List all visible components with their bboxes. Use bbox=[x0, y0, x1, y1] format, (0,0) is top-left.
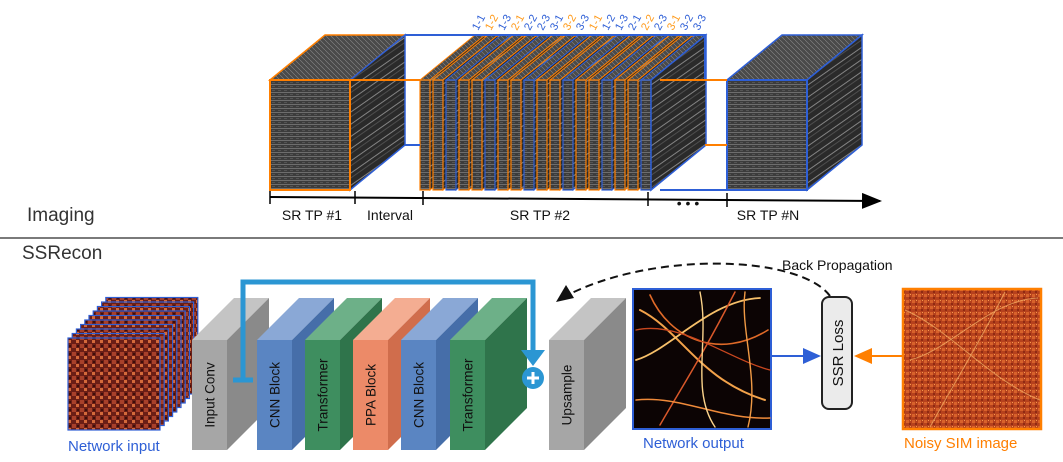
network-input-caption: Network input bbox=[68, 438, 161, 455]
ppa-block-label: PPA Block bbox=[364, 364, 379, 426]
cnn-block-2-label: CNN Block bbox=[412, 362, 427, 428]
sr-tp2-frame-stack bbox=[418, 33, 708, 192]
back-propagation-arrow bbox=[556, 262, 831, 302]
sr-tp1-cube bbox=[267, 33, 408, 192]
input-conv-block: Input Conv bbox=[192, 298, 269, 450]
segment-interval: Interval bbox=[367, 207, 413, 223]
network-output-caption: Network output bbox=[643, 435, 745, 452]
upsample-block-label: Upsample bbox=[560, 365, 575, 426]
frame-index-labels: 1-11-21-32-12-22-33-13-23-31-11-21-32-12… bbox=[470, 13, 709, 33]
input-conv-block-label: Input Conv bbox=[203, 362, 218, 428]
back-propagation-label: Back Propagation bbox=[782, 257, 893, 273]
network-input-stack bbox=[67, 296, 199, 431]
imaging-label: Imaging bbox=[27, 205, 95, 226]
segment-sr-tp2: SR TP #2 bbox=[510, 207, 570, 223]
transformer-block-2: Transformer bbox=[450, 298, 527, 450]
frame-index-label: 3-3 bbox=[691, 13, 709, 33]
input-frame bbox=[67, 337, 161, 431]
timeline-axis: SR TP #1 Interval SR TP #2 • • • SR TP #… bbox=[269, 191, 882, 223]
ssrecon-label: SSRecon bbox=[22, 243, 103, 264]
network-blocks: Input Conv CNN Block Transformer PPA Block C… bbox=[192, 298, 626, 450]
noisy-sim-caption: Noisy SIM image bbox=[904, 435, 1017, 452]
noisy-sim-image bbox=[901, 287, 1043, 431]
sr-tp-n-cube bbox=[724, 33, 865, 192]
network-output-image bbox=[632, 288, 772, 430]
upsample-block: Upsample bbox=[549, 298, 626, 450]
skip-connection bbox=[233, 279, 545, 383]
cnn-block-1-label: CNN Block bbox=[268, 362, 283, 428]
transformer-block-1-label: Transformer bbox=[316, 358, 331, 432]
add-icon bbox=[522, 367, 544, 389]
section-divider bbox=[0, 237, 1063, 239]
segment-sr-tp1: SR TP #1 bbox=[282, 207, 342, 223]
ssr-loss-box: SSR Loss bbox=[821, 296, 853, 410]
transformer-block-2-label: Transformer bbox=[461, 358, 476, 432]
timeline-outline bbox=[350, 34, 727, 191]
ssr-loss-label: SSR Loss bbox=[830, 320, 847, 387]
timeline-ellipsis: • • • bbox=[677, 195, 700, 211]
segment-sr-tp-n: SR TP #N bbox=[737, 207, 800, 223]
